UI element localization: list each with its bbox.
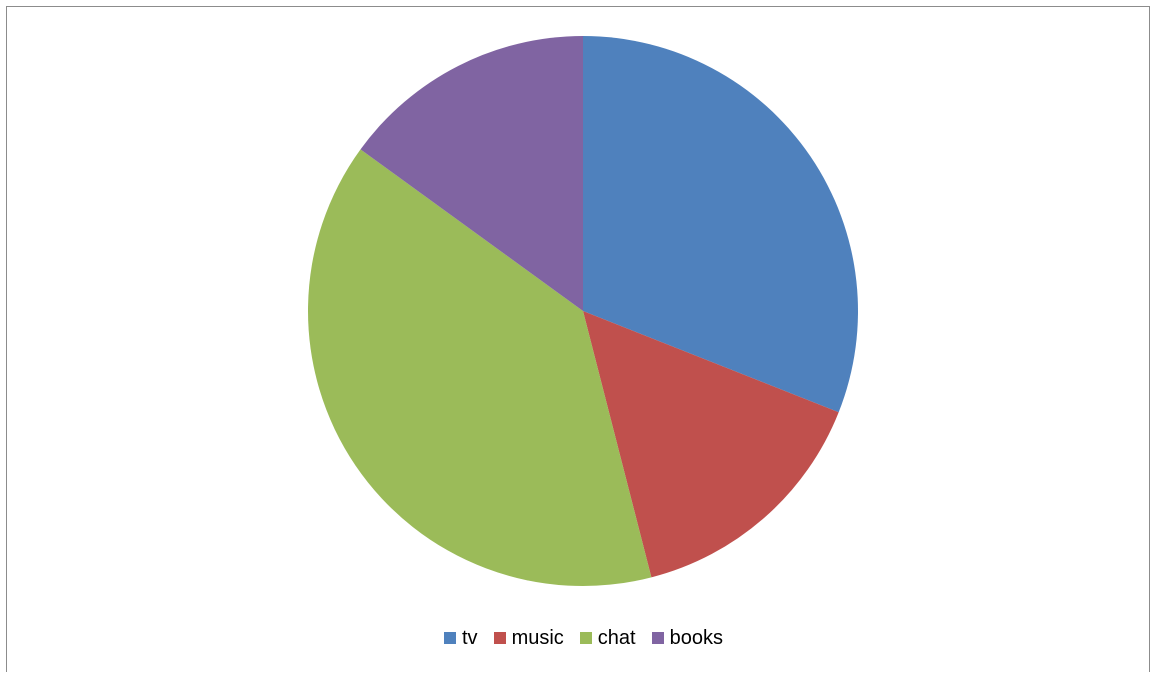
legend-label-music: music [511,627,564,649]
pie-slice-tv [583,36,859,413]
legend-swatch-music [493,632,506,644]
legend: tv music chat books [0,624,1151,652]
pie-slices [307,36,859,587]
legend-swatch-tv [444,632,456,644]
legend-item-tv: tv [444,624,478,652]
pie-slice-books [360,36,583,311]
legend-item-books: books [651,624,723,652]
legend-item-music: music [493,624,564,652]
legend-swatch-chat [579,632,592,644]
pie-slice-chat [307,149,652,587]
legend-label-books: books [669,627,723,649]
pie-slice-music [583,311,839,578]
legend-swatch-books [651,632,664,644]
legend-label-tv: tv [462,627,478,649]
legend-item-chat: chat [579,624,636,652]
legend-label-chat: chat [597,627,636,649]
